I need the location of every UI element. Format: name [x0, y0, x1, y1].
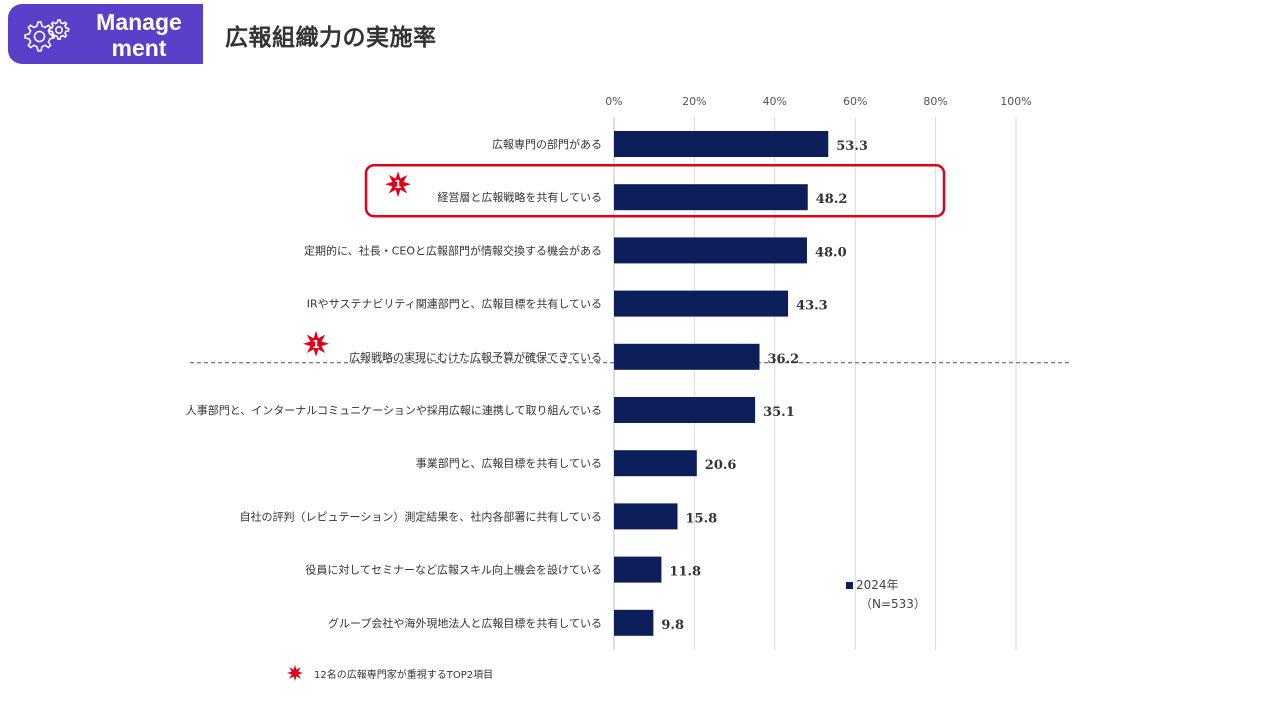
star-shape	[303, 330, 329, 357]
value-label: 36.2	[768, 352, 800, 367]
category-label: 広報戦略の実現にむけた広報予算が確保できている	[349, 350, 602, 364]
x-tick-label: 60%	[843, 95, 867, 108]
x-tick-label: 100%	[1000, 95, 1031, 108]
badge-label-line2: ment	[111, 35, 167, 61]
bar	[614, 237, 807, 264]
star-number: 1	[312, 338, 320, 351]
category-label: グループ会社や海外現地法人と広報目標を共有している	[328, 616, 602, 630]
value-label: 9.8	[661, 618, 684, 633]
value-label: 53.3	[836, 139, 868, 154]
star-icon: 1	[303, 330, 329, 357]
x-tick-label: 0%	[605, 95, 622, 108]
category-label: IRやサステナビリティ関連部門と、広報目標を共有している	[307, 297, 602, 311]
legend-entry: 2024年	[846, 576, 926, 595]
page-title: 広報組織力の実施率	[225, 25, 437, 51]
x-tick-label: 40%	[763, 95, 787, 108]
star-icon	[286, 664, 304, 682]
category-label: 自社の評判（レピュテーション）測定結果を、社内各部署に共有している	[240, 509, 602, 523]
category-label: 役員に対してセミナーなど広報スキル向上機会を設けている	[305, 563, 602, 577]
bar	[614, 556, 662, 583]
bar	[614, 397, 756, 423]
bar	[614, 503, 678, 530]
legend-note: （N=533）	[860, 597, 926, 611]
highlight-box	[364, 163, 946, 218]
value-label: 48.2	[816, 192, 848, 207]
bar	[614, 131, 829, 157]
footnote: 12名の広報専門家が重視するTOP2項目	[286, 664, 493, 682]
category-label: 定期的に、社長・CEOと広報部門が情報交換する機会がある	[304, 243, 602, 257]
category-badge: Manage ment	[8, 4, 203, 64]
category-label: 広報専門の部門がある	[492, 137, 602, 151]
badge-label-line1: Manage	[96, 9, 182, 35]
gear-icon	[24, 19, 70, 52]
value-label: 20.6	[705, 458, 737, 473]
star-shape	[286, 664, 304, 682]
bar	[614, 343, 760, 370]
value-label: 11.8	[669, 565, 701, 580]
value-label: 43.3	[796, 299, 828, 314]
bar	[614, 184, 808, 211]
value-label: 35.1	[763, 405, 795, 420]
footnote-text: 12名の広報専門家が重視するTOP2項目	[314, 669, 494, 681]
bar	[614, 290, 789, 317]
star-number: 1	[394, 178, 402, 191]
bar	[614, 609, 654, 636]
star-icon: 1	[385, 171, 411, 198]
value-label: 15.8	[686, 511, 718, 526]
legend-swatch	[846, 582, 853, 589]
category-label: 人事部門と、インターナルコミュニケーションや採用広報に連携して取り組んでいる	[186, 403, 602, 417]
value-label: 48.0	[815, 245, 847, 260]
bar	[614, 450, 697, 477]
star-shape	[385, 171, 411, 198]
badge-label: Manage ment	[80, 9, 198, 61]
legend-series-label: 2024年	[856, 578, 899, 592]
x-tick-label: 80%	[923, 95, 947, 108]
x-tick-label: 20%	[682, 95, 706, 108]
category-label: 事業部門と、広報目標を共有している	[416, 456, 602, 470]
category-label: 経営層と広報戦略を共有している	[437, 190, 602, 204]
chart-legend: 2024年 （N=533）	[846, 576, 926, 614]
